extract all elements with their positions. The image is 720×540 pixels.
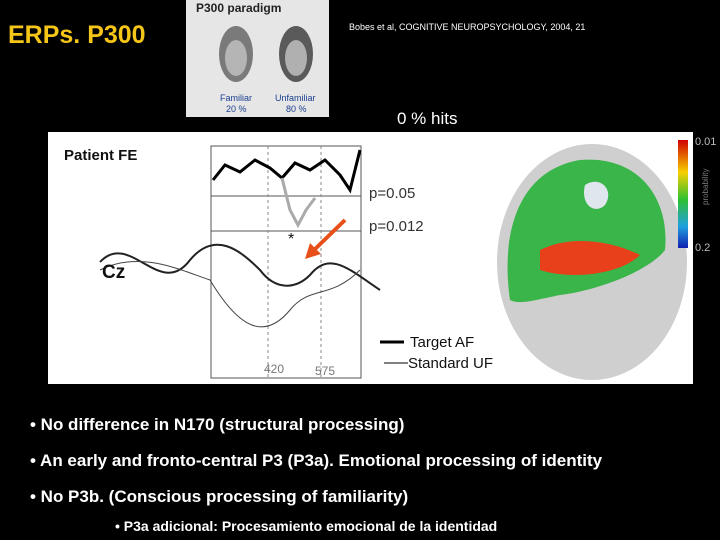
face-label: Unfamiliar: [275, 93, 316, 103]
p-value: p=0.05: [369, 185, 415, 202]
latency: 420: [264, 362, 284, 376]
legend-entry: Target AF: [410, 334, 474, 351]
electrode: Cz: [102, 262, 125, 283]
bullet: • An early and fronto-central P3 (P3a). …: [30, 451, 603, 470]
colorbar-bottom: 0.2: [695, 242, 710, 254]
star: *: [288, 231, 294, 248]
face-percent: 20 %: [226, 104, 247, 114]
face-label: Familiar: [220, 93, 252, 103]
legend-entry: Standard UF: [408, 355, 493, 372]
title: ERPs. P300: [8, 21, 146, 49]
colorbar: [678, 140, 688, 248]
latency: 575: [315, 364, 335, 378]
citation: Bobes et al, COGNITIVE NEUROPSYCHOLOGY, …: [349, 22, 585, 32]
colorbar-label: probability: [701, 169, 710, 205]
p-value: p=0.012: [369, 218, 424, 235]
sub-bullet: • P3a adicional: Procesamiento emocional…: [115, 518, 497, 534]
hits: 0 % hits: [397, 109, 457, 128]
colorbar-top: 0.01: [695, 136, 716, 148]
figure: Patient FE * p=0.05 p=0.012 Cz 420 575 T…: [48, 132, 693, 384]
face-percent: 80 %: [286, 104, 307, 114]
bullet: • No difference in N170 (structural proc…: [30, 415, 404, 434]
patient-label: Patient FE: [64, 147, 137, 164]
paradigm-title: P300 paradigm: [196, 1, 281, 15]
paradigm-inset: P300 paradigm Familiar 20 % Unfamiliar 8…: [186, 0, 329, 117]
bullet: • No P3b. (Conscious processing of famil…: [30, 487, 408, 506]
